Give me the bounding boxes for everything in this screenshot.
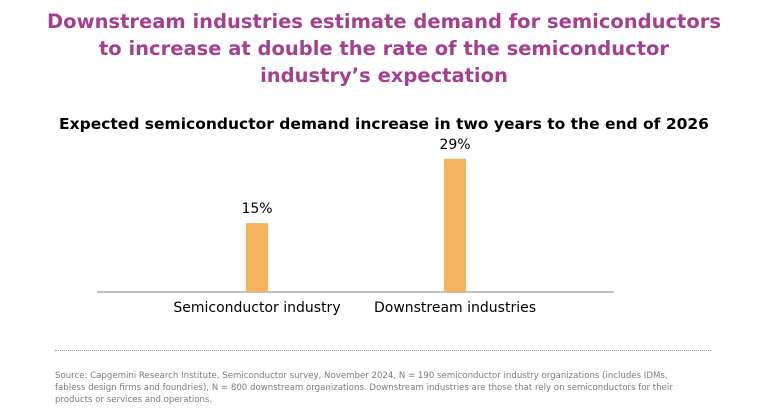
- footer-divider: [55, 350, 711, 351]
- source-line-2: fabless design firms and foundries), N =…: [55, 383, 673, 393]
- category-label-2: Downstream industries: [374, 300, 536, 316]
- headline-line-2: to increase at double the rate of the se…: [98, 37, 670, 60]
- headline: Downstream industries estimate demand fo…: [30, 8, 738, 89]
- data-label-1: 15%: [241, 201, 272, 217]
- bar-chart: 15% Semiconductor industry 29% Downstream i…: [97, 137, 614, 316]
- source-line-1: Source: Capgemini Research Institute, Se…: [55, 371, 668, 381]
- category-label-1: Semiconductor industry: [173, 300, 340, 316]
- bar-1: [246, 223, 268, 292]
- source-note: Source: Capgemini Research Institute, Se…: [55, 370, 715, 406]
- source-line-3: products or services and operations.: [55, 395, 213, 405]
- data-label-2: 29%: [439, 137, 470, 153]
- bar-2: [444, 158, 466, 292]
- headline-line-1: Downstream industries estimate demand fo…: [46, 10, 722, 33]
- headline-line-3: industry’s expectation: [260, 64, 508, 87]
- chart-title: Expected semiconductor demand increase i…: [59, 115, 709, 133]
